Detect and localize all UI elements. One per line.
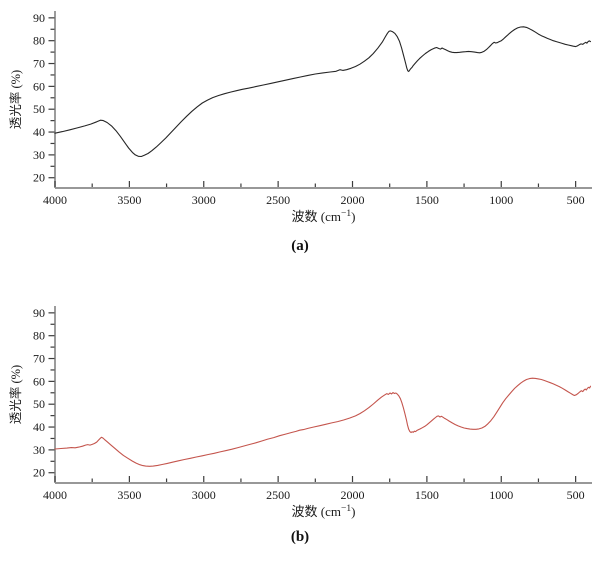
tick-marks <box>48 312 577 482</box>
axes <box>54 11 592 189</box>
x-tick-label: 2500 <box>266 488 290 502</box>
y-tick-label: 30 <box>33 443 45 457</box>
y-tick-label: 60 <box>33 374 45 388</box>
x-tick-label: 500 <box>567 193 585 207</box>
spectrum-b-red <box>54 377 592 467</box>
chart-b-caption: (b) <box>290 529 310 545</box>
x-tick-label: 3500 <box>117 193 141 207</box>
chart-b-block: 4000 3500 3000 2500 2000 1500 1000 500 20 30 40 50 6… <box>0 295 600 546</box>
y-tick-label: 30 <box>33 148 45 162</box>
x-tick-label: 4000 <box>43 488 67 502</box>
chart-a-block: 4000 3500 3000 2500 2000 1500 1000 500 20 30 40 50 6… <box>0 0 600 255</box>
y-axis-title: 透光率 (%) <box>8 70 23 129</box>
y-tick-label: 20 <box>33 466 45 480</box>
chart-b-canvas: 4000 3500 3000 2500 2000 1500 1000 500 20 30 40 50 6… <box>8 306 592 519</box>
x-tick-label: 3500 <box>117 488 141 502</box>
x-tick-label: 1000 <box>489 193 513 207</box>
x-tick-label: 1000 <box>489 488 513 502</box>
tick-marks <box>48 17 577 187</box>
y-tick-label: 40 <box>33 125 45 139</box>
y-tick-label: 90 <box>33 11 45 25</box>
y-tick-label: 90 <box>33 306 45 320</box>
x-tick-label: 4000 <box>43 193 67 207</box>
y-axis-title: 透光率 (%) <box>8 365 23 424</box>
y-tick-label: 60 <box>33 79 45 93</box>
x-tick-label: 3000 <box>192 488 216 502</box>
x-tick-label: 1500 <box>415 488 439 502</box>
figure-page: 4000 3500 3000 2500 2000 1500 1000 500 20 30 40 50 6… <box>0 0 600 546</box>
x-tick-label: 2000 <box>341 193 365 207</box>
x-tick-label: 500 <box>567 488 585 502</box>
y-tick-label: 50 <box>33 397 45 411</box>
y-tick-label: 80 <box>33 34 45 48</box>
y-tick-label: 70 <box>33 352 45 366</box>
x-axis-title: 波数 (cm−1) <box>292 504 356 519</box>
x-tick-label: 3000 <box>192 193 216 207</box>
y-tick-label: 50 <box>33 102 45 116</box>
x-tick-label: 1500 <box>415 193 439 207</box>
y-tick-label: 40 <box>33 420 45 434</box>
chart-a-canvas: 4000 3500 3000 2500 2000 1500 1000 500 20 30 40 50 6… <box>8 11 592 224</box>
x-tick-label: 2500 <box>266 193 290 207</box>
spectrum-a-black <box>54 26 592 158</box>
y-tick-label: 80 <box>33 329 45 343</box>
y-tick-label: 70 <box>33 57 45 71</box>
tick-labels: 4000 3500 3000 2500 2000 1500 1000 500 20 30 40 50 6… <box>33 306 585 502</box>
x-axis-title: 波数 (cm−1) <box>292 209 356 224</box>
axes <box>54 306 592 484</box>
tick-labels: 4000 3500 3000 2500 2000 1500 1000 500 20 30 40 50 6… <box>33 11 585 207</box>
x-tick-label: 2000 <box>341 488 365 502</box>
chart-a-caption: (a) <box>291 238 309 254</box>
y-tick-label: 20 <box>33 171 45 185</box>
